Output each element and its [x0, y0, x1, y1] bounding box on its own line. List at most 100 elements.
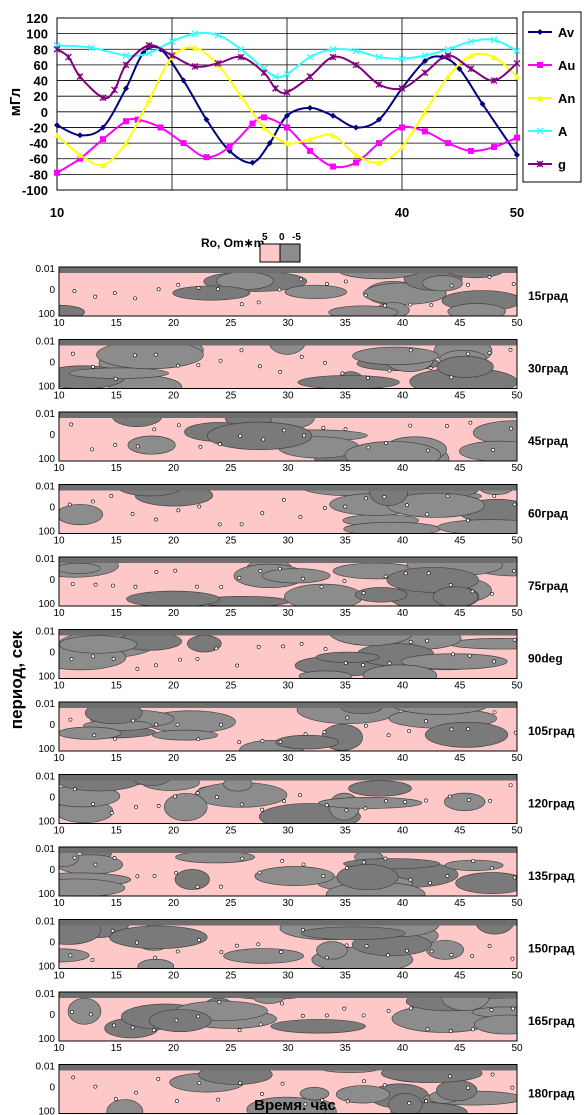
panel-station-5-9: [256, 645, 261, 649]
series-point-Au-12: [307, 147, 313, 154]
series-point-A-20: [513, 47, 521, 55]
panel-frame-7: [58, 774, 518, 824]
panel-x-tick-5-3: 25: [225, 681, 237, 692]
panel-region-10-3: [270, 1019, 366, 1034]
panel-x-tick-2-0: 10: [53, 463, 65, 474]
panel-y-tick-6-1: 0: [49, 720, 55, 731]
panel-station-7-18: [448, 794, 452, 799]
panel-region-4-9: [386, 567, 479, 593]
panel-contours-0: [59, 267, 517, 316]
panel-top-band-5: [59, 629, 517, 636]
panel-x-tick-1-4: 30: [282, 391, 294, 402]
line-x-tick-label-1: 40: [395, 205, 409, 220]
panel-station-3-10: [281, 497, 286, 502]
panel-station-5-16: [408, 639, 413, 644]
series-point-Av-11: [284, 112, 290, 119]
series-point-Av-17: [422, 58, 428, 64]
panel-region-11-6: [388, 1093, 423, 1114]
series-point-Av-9: [249, 159, 256, 166]
panel-contours-2: [59, 412, 517, 461]
panel-station-2-16: [408, 423, 413, 428]
panel-station-7-15: [384, 799, 389, 804]
panel-station-2-12: [321, 425, 326, 430]
panel-station-8-6: [195, 884, 200, 889]
series-point-Av-7: [203, 116, 210, 123]
panel-station-11-21: [510, 1085, 515, 1090]
panel-region-8-15: [174, 869, 210, 890]
panel-region-4-15: [354, 587, 408, 603]
color-scale-swatch-pink: [259, 243, 281, 263]
panel-station-6-10: [278, 739, 283, 744]
line-y-axis-label: мГл: [7, 88, 24, 116]
panel-region-4-3: [126, 590, 220, 606]
panel-y-tick-7-2: 100: [38, 817, 55, 828]
panel-station-7-21: [508, 783, 513, 788]
panel-station-4-17: [426, 571, 431, 576]
panel-y-tick-6-2: 100: [38, 744, 55, 755]
panel-station-7-13: [344, 808, 349, 813]
panel-y-tick-8-1: 0: [49, 865, 55, 876]
series-line-Av: [56, 45, 518, 164]
panel-station-7-17: [424, 798, 428, 803]
panel-region-9-15: [301, 926, 406, 941]
panel-contours-11: [59, 1064, 517, 1114]
panel-station-6-6: [196, 737, 201, 742]
series-point-Av-12: [307, 104, 313, 111]
series-point-Au-9: [249, 120, 256, 127]
panel-x-tick-6-4: 30: [282, 753, 294, 764]
series-point-A-7: [237, 45, 245, 53]
panel-y-tick-5-2: 100: [38, 672, 55, 683]
line-series-group: [53, 30, 521, 176]
series-point-Au-6: [180, 140, 187, 147]
panel-station-11-10: [280, 1081, 285, 1086]
panel-station-7-19: [467, 798, 471, 802]
series-point-Av-6: [180, 77, 187, 84]
series-point-An-11: [307, 136, 313, 143]
panel-station-6-11: [303, 732, 308, 737]
panel-x-tick-7-8: 50: [511, 826, 523, 837]
panel-x-tick-6-0: 10: [53, 753, 65, 764]
panel-station-9-21: [510, 956, 515, 961]
panel-x-tick-4-6: 40: [397, 608, 409, 619]
series-point-Au-15: [376, 140, 382, 147]
line-y-tick-label-6: 0: [41, 105, 48, 120]
panel-region-5-14: [59, 635, 137, 654]
heatmap-panel-12: 0.010100101520253035404550180град: [36, 1062, 575, 1115]
panel-station-2-8: [238, 433, 243, 438]
panel-station-8-7: [219, 884, 223, 889]
panel-station-7-10: [282, 799, 287, 804]
series-point-A-3: [145, 49, 153, 57]
panel-x-tick-5-5: 35: [340, 681, 352, 692]
panel-station-4-15: [383, 574, 388, 579]
panel-station-5-11: [299, 641, 304, 646]
panel-station-4-8: [237, 575, 242, 580]
panel-station-5-14: [361, 663, 365, 667]
panel-station-2-15: [384, 441, 388, 446]
panel-x-tick-0-0: 10: [53, 318, 65, 329]
panel-station-4-0: [70, 582, 75, 587]
panel-x-tick-7-7: 45: [454, 826, 466, 837]
panel-label-3: 60град: [528, 507, 568, 521]
panel-station-9-13: [344, 943, 349, 948]
panel-station-1-5: [176, 363, 180, 368]
series-point-Au-17: [422, 128, 428, 135]
panel-station-11-1: [93, 1084, 98, 1089]
panel-station-9-10: [279, 949, 284, 954]
panel-x-tick-4-7: 45: [454, 608, 466, 619]
series-point-An-17: [445, 73, 451, 80]
panel-station-10-7: [217, 1000, 222, 1005]
panel-station-9-14: [364, 944, 369, 948]
panel-station-3-4: [153, 517, 158, 522]
panel-station-2-5: [176, 423, 181, 428]
panel-station-4-16: [403, 571, 408, 576]
panel-station-3-15: [382, 495, 387, 499]
series-point-g-15: [329, 53, 337, 61]
panel-region-6-9: [275, 734, 339, 750]
panel-x-tick-1-2: 20: [168, 391, 180, 402]
panel-station-6-14: [363, 723, 368, 728]
panel-x-tick-3-2: 20: [168, 536, 180, 547]
panel-station-4-19: [470, 589, 475, 594]
panel-x-tick-8-0: 10: [53, 898, 65, 909]
